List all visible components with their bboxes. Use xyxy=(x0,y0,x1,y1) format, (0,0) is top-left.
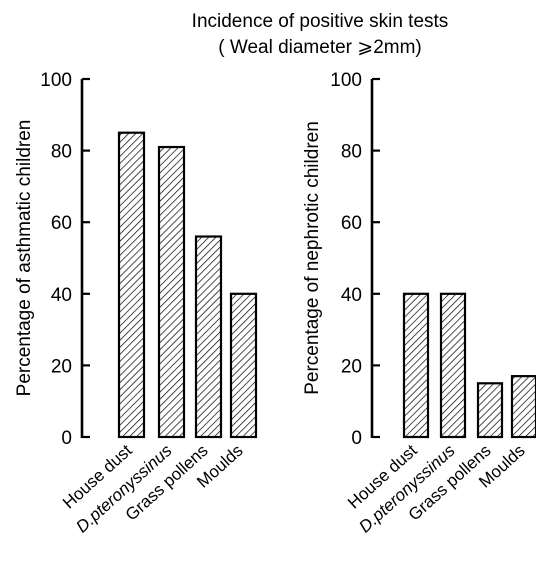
nephrotic-bar xyxy=(476,382,504,439)
nephrotic-panel: 0 20 40 60 80 100 Percentage of nephrotic chil… xyxy=(302,70,536,537)
asthmatic-bar xyxy=(194,235,223,439)
nephrotic-y-tick-label: 60 xyxy=(341,213,362,234)
nephrotic-bar xyxy=(439,292,467,439)
chart-subtitle: ( Weal diameter ⩾2mm) xyxy=(218,37,422,58)
asthmatic-y-tick-label: 60 xyxy=(51,213,72,234)
asthmatic-bar xyxy=(117,131,146,439)
asthmatic-y-axis-label: Percentage of asthmatic children xyxy=(14,120,35,397)
asthmatic-bar xyxy=(157,145,186,439)
nephrotic-y-tick-label: 100 xyxy=(330,70,362,91)
asthmatic-y-tick-label: 80 xyxy=(51,142,72,163)
asthmatic-y-tick-label: 100 xyxy=(40,70,72,91)
asthmatic-y-tick-label: 20 xyxy=(51,356,72,377)
nephrotic-y-tick-label: 0 xyxy=(351,428,362,449)
asthmatic-panel: 0 20 40 60 80 100 Percentage of asthmatic chil… xyxy=(14,70,258,537)
chart-title: Incidence of positive skin tests xyxy=(192,11,449,32)
nephrotic-bar xyxy=(510,375,536,439)
asthmatic-y-tick-label: 40 xyxy=(51,285,72,306)
nephrotic-y-tick-label: 20 xyxy=(341,356,362,377)
asthmatic-bar xyxy=(229,292,258,439)
nephrotic-y-tick-label: 80 xyxy=(341,142,362,163)
nephrotic-y-tick-label: 40 xyxy=(341,285,362,306)
nephrotic-bar xyxy=(402,292,430,439)
nephrotic-y-axis-label: Percentage of nephrotic children xyxy=(302,121,323,395)
asthmatic-y-tick-label: 0 xyxy=(61,428,72,449)
